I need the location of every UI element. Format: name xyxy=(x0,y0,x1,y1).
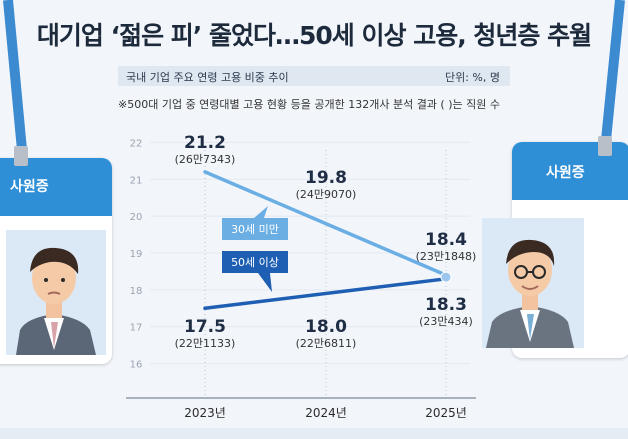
id-card-left-header xyxy=(0,158,112,216)
chart-note: ※500대 기업 중 연령대별 고용 현황 등을 공개한 132개사 분석 결과… xyxy=(118,98,500,111)
series-line-0 xyxy=(203,170,448,277)
id-card-right-label: 사원증 xyxy=(546,165,585,181)
id-card-left-label: 사원증 xyxy=(10,179,49,195)
data-label-count: (22만6811) xyxy=(296,337,357,350)
x-tick-label: 2025년 xyxy=(425,406,467,420)
x-tick-label: 2024년 xyxy=(305,406,347,420)
y-tick-label: 22 xyxy=(130,138,143,149)
page-title: 대기업 ‘젊은 피’ 줄었다…50세 이상 고용, 청년층 추월 xyxy=(36,21,592,50)
id-card-right: 사원증 xyxy=(482,142,628,358)
data-label-count: (22만1133) xyxy=(175,337,236,350)
series-line-1 xyxy=(203,277,448,311)
data-label-value: 21.2 xyxy=(184,133,226,153)
legend-box-0 xyxy=(222,218,288,240)
legend-label: 30세 미만 xyxy=(231,223,279,236)
y-tick-label: 21 xyxy=(130,175,143,186)
data-label-value: 18.3 xyxy=(425,295,467,315)
x-tick-label: 2023년 xyxy=(184,406,226,420)
data-label-count: (24만9070) xyxy=(296,188,357,201)
data-label-value: 19.8 xyxy=(305,168,347,188)
data-label-count: (23만434) xyxy=(419,315,473,328)
legend-label: 50세 이상 xyxy=(231,256,279,269)
data-label-value: 18.4 xyxy=(425,230,467,250)
y-tick-label: 19 xyxy=(130,249,143,260)
data-label-count: (23만1848) xyxy=(416,250,477,263)
young-worker-illustration xyxy=(6,230,106,355)
y-tick-label: 17 xyxy=(130,323,143,334)
senior-worker-illustration xyxy=(482,218,584,348)
left-lanyard xyxy=(3,0,28,166)
data-label-count: (26만7343) xyxy=(175,153,236,166)
y-tick-label: 16 xyxy=(130,360,143,371)
subtitle-bar: 국내 기업 주요 연령 고용 비중 추이 단위: %, 명 xyxy=(118,66,510,86)
y-tick-label: 18 xyxy=(130,286,143,297)
legend-callout-tail-1 xyxy=(258,273,272,292)
legend-box-1 xyxy=(222,251,288,273)
chart-subtitle: 국내 기업 주요 연령 고용 비중 추이 xyxy=(126,71,289,84)
id-card-left: 사원증 xyxy=(0,158,112,364)
legend-callout-tail-0 xyxy=(254,206,268,218)
unit-label: 단위: %, 명 xyxy=(444,71,500,84)
bottom-strip xyxy=(0,428,628,439)
right-lanyard xyxy=(598,0,625,156)
end-point-dot xyxy=(440,271,452,283)
data-label-value: 18.0 xyxy=(305,317,347,337)
data-label-value: 17.5 xyxy=(184,317,226,337)
y-tick-label: 20 xyxy=(130,212,143,223)
